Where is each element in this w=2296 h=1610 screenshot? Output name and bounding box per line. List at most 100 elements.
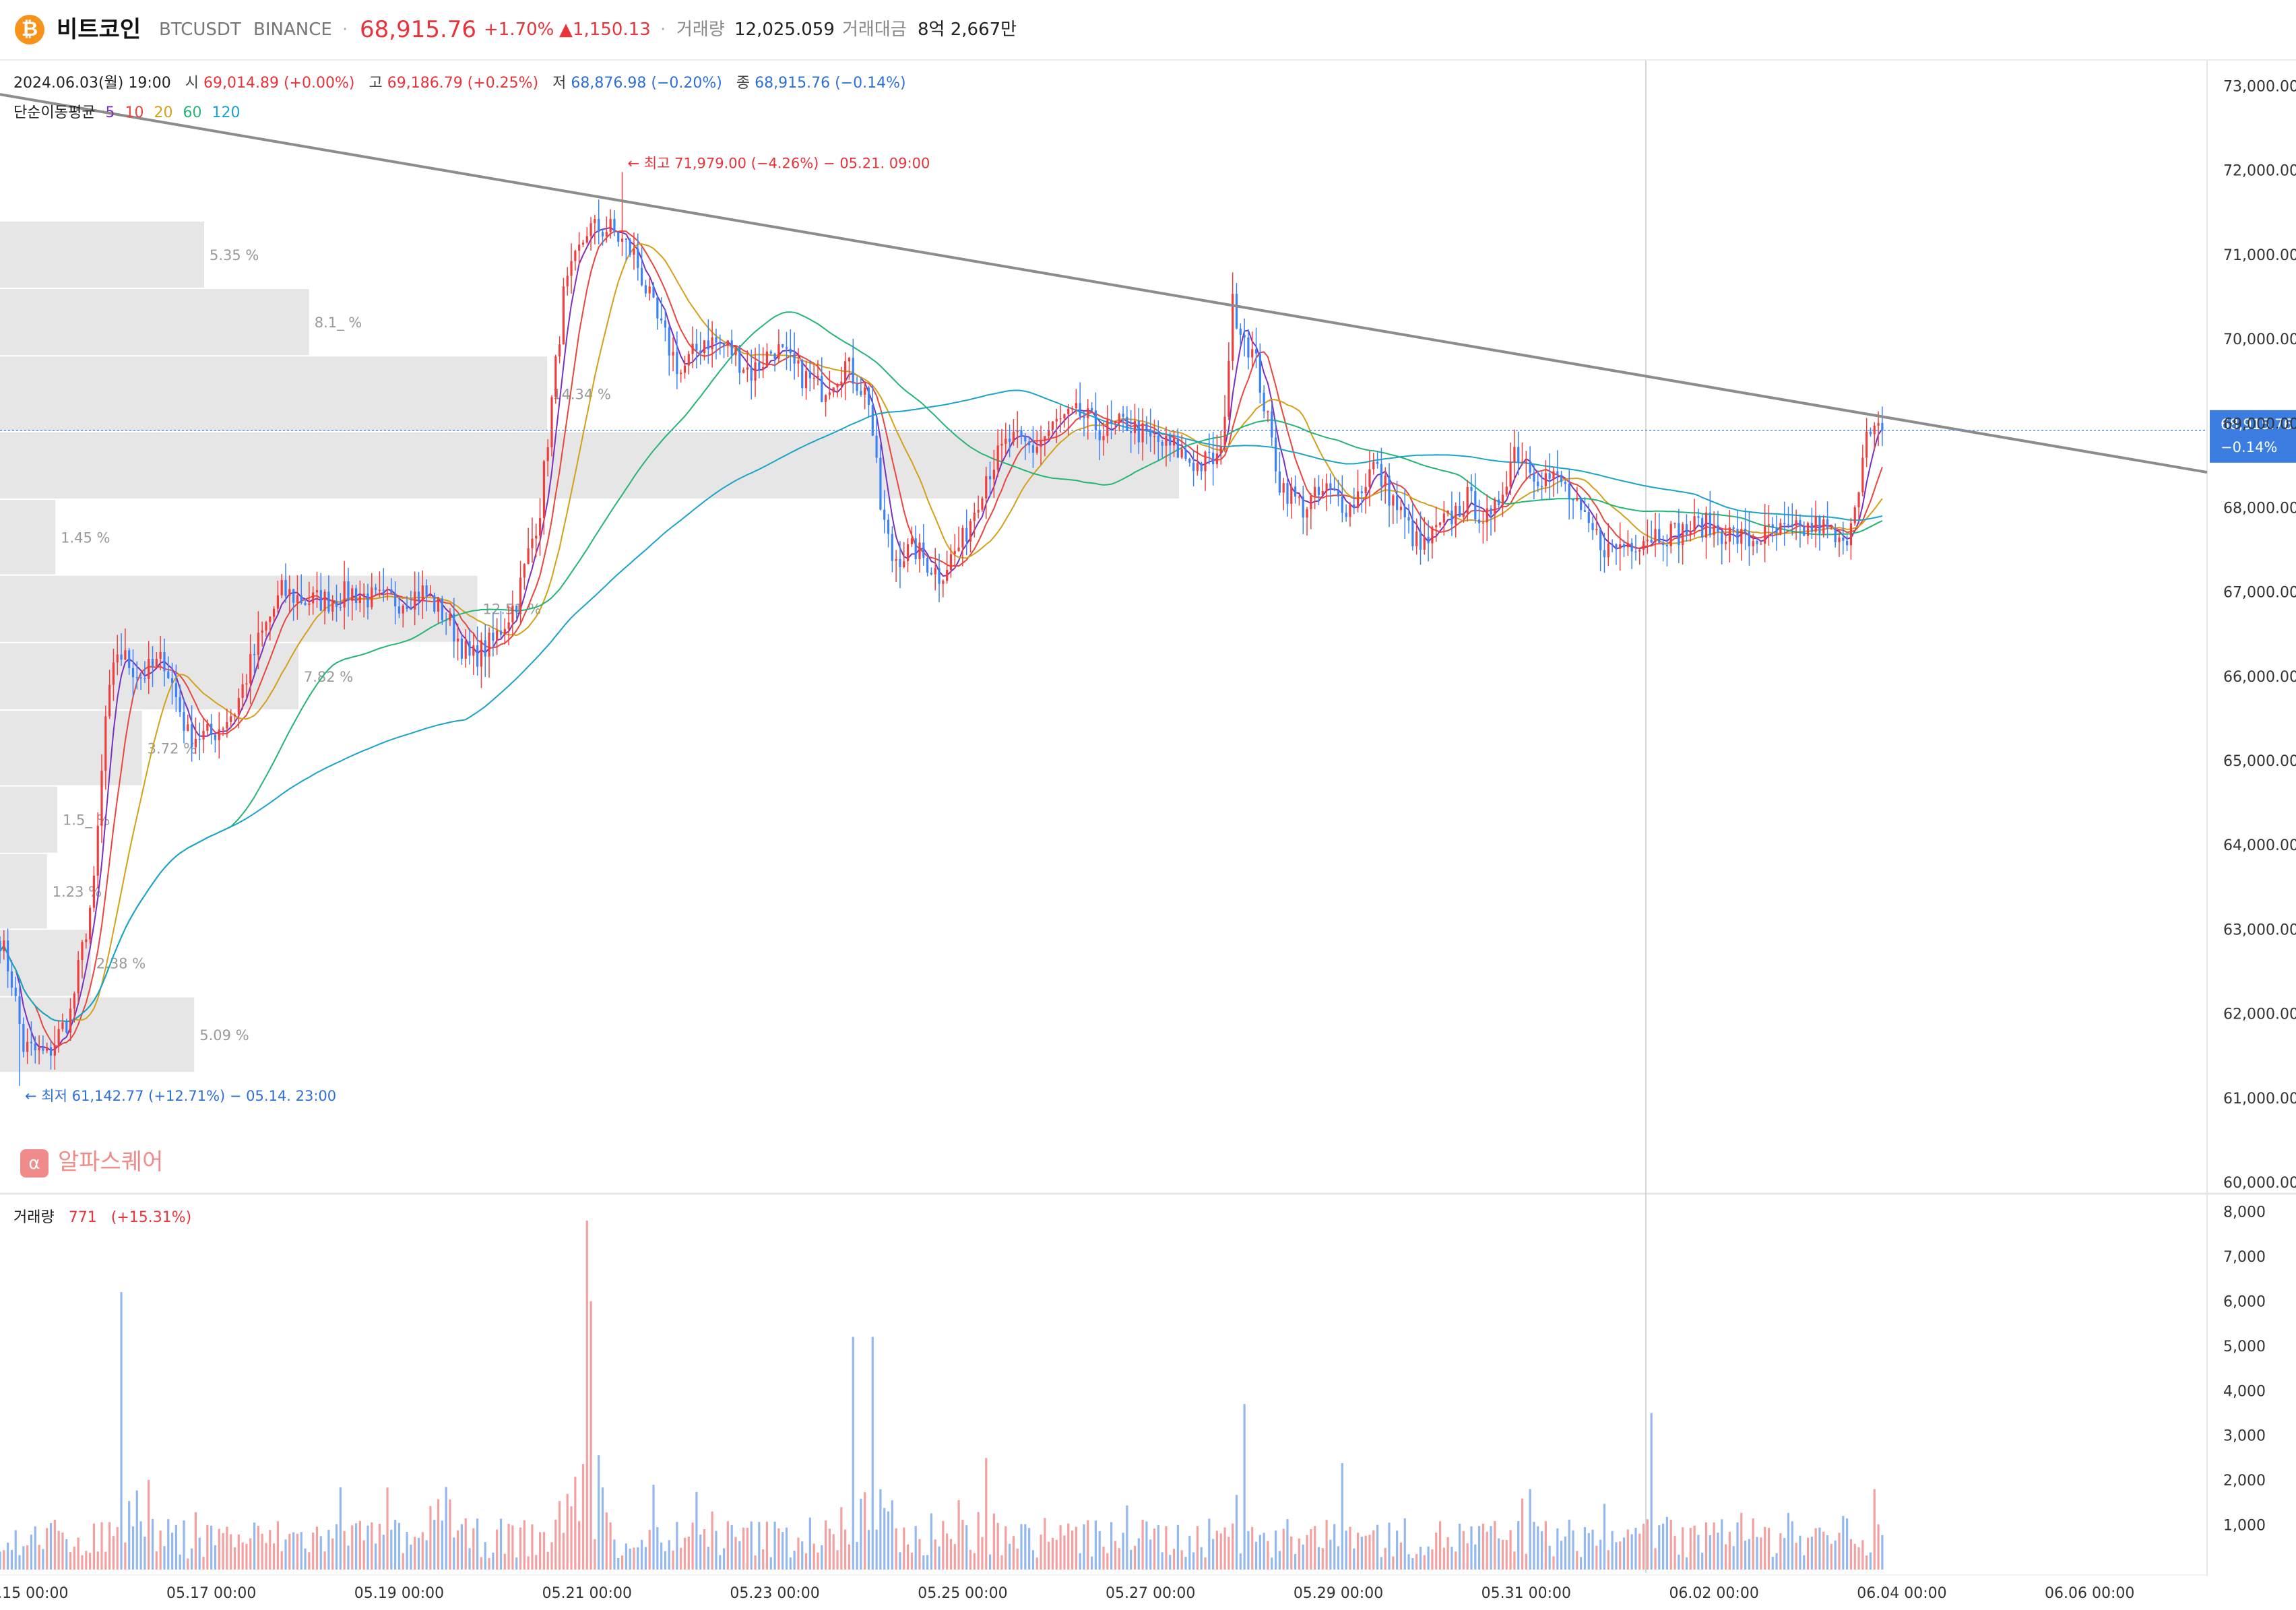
- volume-bar: [1646, 1519, 1649, 1570]
- candle-body: [1481, 522, 1485, 524]
- volume-bar: [511, 1525, 514, 1570]
- volume-bar: [414, 1537, 416, 1570]
- candle-body: [222, 728, 224, 730]
- coin-name[interactable]: 비트코인: [57, 16, 141, 43]
- volume-bar: [261, 1533, 263, 1570]
- volume-bar: [1004, 1526, 1007, 1570]
- trendline[interactable]: [0, 93, 2208, 474]
- candle-body: [1063, 414, 1066, 418]
- candle-body: [1615, 544, 1618, 549]
- candle-body: [49, 1047, 53, 1056]
- time-axis-tick: 05.23 00:00: [730, 1585, 819, 1602]
- candle-body: [371, 587, 373, 608]
- volume-bar: [1219, 1533, 1222, 1570]
- volume-bar: [1529, 1489, 1531, 1570]
- candle-body: [562, 286, 565, 345]
- moving-average-legend[interactable]: 단순이동평균 5 10 20 60 120: [13, 102, 240, 124]
- volume-bar: [1094, 1520, 1097, 1570]
- candle-body: [492, 633, 495, 641]
- volume-bar: [973, 1553, 976, 1570]
- candle-body: [1079, 403, 1081, 417]
- volume-bar: [1525, 1553, 1527, 1570]
- volume-bar: [1353, 1548, 1356, 1570]
- volume-bar: [1478, 1526, 1481, 1570]
- candle-body: [507, 622, 510, 629]
- candle-body: [903, 561, 905, 567]
- candle-body: [1455, 505, 1457, 525]
- volume-bar: [170, 1533, 174, 1570]
- time-axis-tick: 05.15 00:00: [0, 1585, 69, 1602]
- volume-bar: [69, 1552, 72, 1570]
- volume-bar: [1865, 1555, 1868, 1570]
- volume-bar: [1713, 1522, 1715, 1570]
- candle-body: [668, 327, 670, 356]
- candle-body: [88, 907, 92, 940]
- volume-bar: [594, 1539, 596, 1570]
- volume-bar: [957, 1500, 960, 1570]
- candle-body: [883, 509, 886, 520]
- volume-bar: [1098, 1531, 1101, 1570]
- volume-profile-bar: [0, 854, 47, 929]
- volume-bar: [1455, 1551, 1457, 1570]
- candle-body: [996, 445, 999, 470]
- candle-body: [581, 243, 585, 245]
- candle-body: [637, 248, 639, 268]
- candle-body: [1094, 410, 1097, 430]
- separator-dot: ·: [342, 20, 348, 40]
- volume-bar: [1568, 1519, 1570, 1570]
- candle-body: [1779, 523, 1782, 534]
- volume-bar: [1356, 1533, 1360, 1570]
- candle-body: [1638, 550, 1641, 552]
- candle-body: [746, 367, 749, 370]
- volume-bar: [1685, 1557, 1688, 1570]
- volume-bar: [1349, 1526, 1351, 1570]
- candle-body: [949, 554, 953, 571]
- volume-legend-label: 거래량: [13, 1209, 55, 1226]
- price-axis-tick: 69,000.00: [2223, 416, 2296, 432]
- candle-body: [1752, 541, 1754, 546]
- candle-body: [992, 470, 995, 480]
- volume-bar: [832, 1534, 835, 1570]
- candle-body: [18, 996, 21, 1024]
- candle-body: [1474, 491, 1477, 520]
- volume-bar: [1834, 1540, 1837, 1570]
- candle-body: [1446, 510, 1449, 514]
- candle-body: [1087, 408, 1089, 418]
- candle-body: [1353, 504, 1356, 509]
- volume-bar: [676, 1522, 678, 1570]
- candle-body: [187, 724, 189, 732]
- candle-body: [910, 538, 913, 544]
- candle-body: [3, 940, 5, 951]
- volume-bar: [1783, 1537, 1786, 1570]
- price-axis-tick: 70,000.00: [2223, 331, 2296, 348]
- volume-bar: [613, 1539, 616, 1570]
- volume-bar: [1795, 1543, 1797, 1570]
- candle-body: [891, 534, 893, 561]
- symbol-code: BTCUSDT: [159, 20, 241, 40]
- volume-bar: [1345, 1531, 1347, 1570]
- candle-body: [472, 645, 475, 656]
- volume-bar: [946, 1533, 949, 1570]
- candle-body: [808, 371, 811, 379]
- volume-bar: [1576, 1551, 1578, 1570]
- volume-bar: [1650, 1413, 1653, 1570]
- volume-bar: [1290, 1536, 1293, 1570]
- volume-bar: [1310, 1529, 1312, 1570]
- candle-body: [347, 581, 350, 601]
- volume-bar: [1548, 1545, 1551, 1570]
- volume-bar: [245, 1543, 248, 1570]
- candle-body: [938, 568, 940, 584]
- candle-body: [546, 447, 549, 461]
- candle-body: [867, 387, 870, 406]
- candle-body: [1118, 414, 1120, 422]
- volume-profile-label: 1.45 %: [61, 529, 110, 546]
- volume-bar: [1204, 1557, 1207, 1570]
- volume-bar: [817, 1552, 819, 1570]
- candle-body: [453, 613, 455, 642]
- volume-bar: [445, 1487, 447, 1570]
- candle-body: [464, 641, 467, 659]
- candle-body: [1071, 408, 1074, 410]
- candle-body: [1544, 473, 1547, 486]
- volume-bar: [1048, 1541, 1050, 1570]
